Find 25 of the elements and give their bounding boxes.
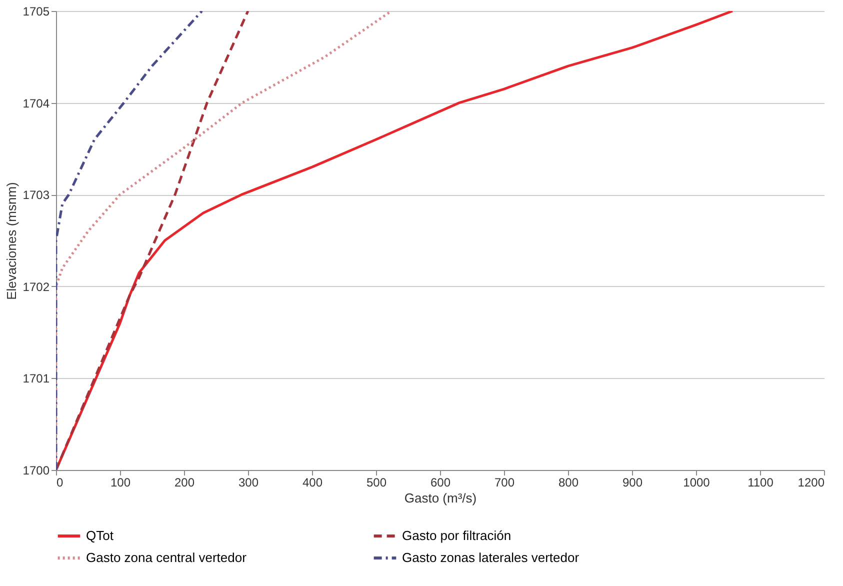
x-axis-title: Gasto (m³/s) — [404, 490, 477, 506]
x-tick-label: 200 — [174, 476, 195, 490]
legend-label: Gasto por filtración — [402, 528, 512, 543]
y-tick-label: 1705 — [22, 4, 50, 18]
x-tick-label: 500 — [366, 476, 387, 490]
x-tick-label: 400 — [302, 476, 323, 490]
x-tick-label: 800 — [558, 476, 579, 490]
y-tick-label: 1701 — [22, 372, 50, 386]
x-tick-label: 600 — [430, 476, 451, 490]
y-tick-label: 1704 — [22, 96, 50, 110]
x-tick-label: 1100 — [748, 476, 774, 490]
x-tick-label: 900 — [622, 476, 643, 490]
x-tick-label: 700 — [494, 476, 515, 490]
x-tick-label: 1000 — [683, 476, 710, 490]
x-tick-label: 100 — [110, 476, 131, 490]
x-tick-label: 0 — [56, 476, 64, 490]
y-tick-label: 1702 — [22, 280, 50, 294]
y-tick-label: 1703 — [22, 188, 50, 202]
y-tick-label: 1700 — [22, 464, 50, 478]
y-axis-title: Elevaciones (msnm) — [4, 182, 19, 300]
x-tick-label: 300 — [238, 476, 259, 490]
legend-label: Gasto zonas laterales vertedor — [402, 550, 580, 565]
x-tick-label: 1200 — [798, 476, 825, 490]
legend-label: Gasto zona central vertedor — [86, 550, 248, 565]
legend-label: QTot — [86, 528, 114, 543]
